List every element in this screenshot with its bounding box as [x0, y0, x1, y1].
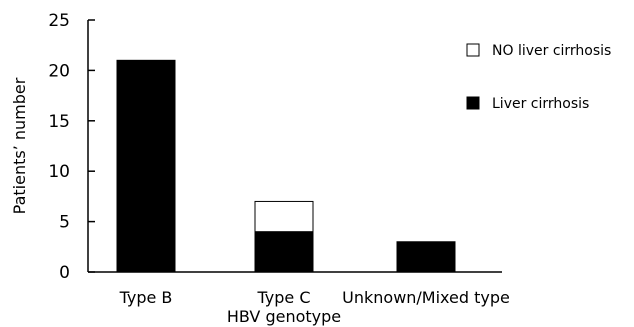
- x-tick-label: Type B: [119, 288, 173, 307]
- x-tick-label: Unknown/Mixed type: [342, 288, 510, 307]
- y-tick-label: 10: [48, 162, 70, 182]
- bar-type-b-liver-cirrhosis: [116, 59, 176, 273]
- bar-type-c-no-liver-cirrhosis: [254, 200, 314, 233]
- y-axis-label: Patients’ number: [10, 77, 29, 214]
- legend-swatch-no-cirrhosis: [466, 43, 480, 57]
- y-tick-label: 5: [59, 213, 70, 233]
- y-tick-label: 25: [48, 11, 70, 31]
- y-tick-label: 15: [48, 112, 70, 132]
- y-tick-label: 0: [59, 263, 70, 283]
- y-tick-label: 20: [48, 61, 70, 81]
- x-axis-label: HBV genotype: [227, 307, 341, 326]
- legend-swatch-cirrhosis: [466, 96, 480, 110]
- x-tick-labels: Type B Type C Unknown/Mixed type: [119, 288, 510, 307]
- bar-unknown-mixed-type-liver-cirrhosis: [396, 241, 456, 273]
- legend: NO liver cirrhosis Liver cirrhosis: [466, 43, 611, 112]
- y-ticks: 0 5 10 15 20 25: [48, 11, 95, 283]
- legend-label-cirrhosis: Liver cirrhosis: [492, 96, 589, 112]
- legend-label-no-cirrhosis: NO liver cirrhosis: [492, 43, 611, 59]
- bar-type-c-liver-cirrhosis: [254, 231, 314, 273]
- bars: [116, 59, 456, 273]
- x-tick-label: Type C: [256, 288, 310, 307]
